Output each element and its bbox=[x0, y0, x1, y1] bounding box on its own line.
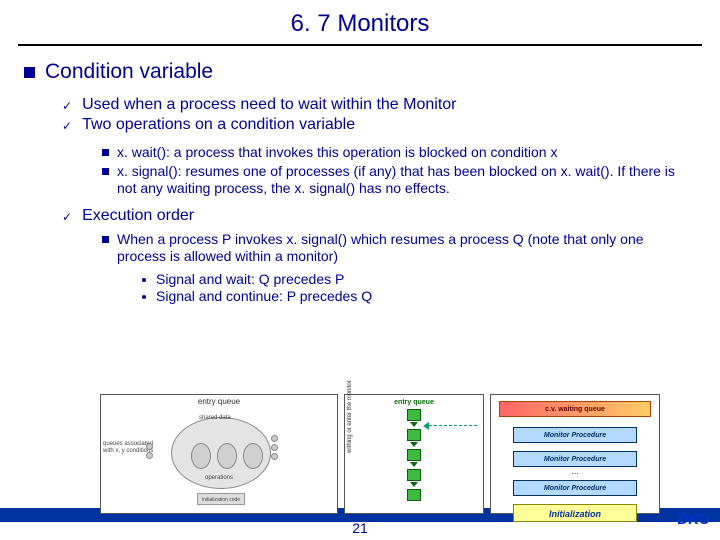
diagram-row: entry queue queues associated with x, y … bbox=[100, 394, 660, 514]
lvl4-text: Signal and wait: Q precedes P bbox=[156, 271, 344, 287]
lvl4-text: Signal and continue: P precedes Q bbox=[156, 288, 372, 304]
bullet-lvl4: Signal and wait: Q precedes P bbox=[142, 271, 696, 287]
lvl2-text: Two operations on a condition variable bbox=[82, 116, 355, 134]
lvl3-text: x. wait(): a process that invokes this o… bbox=[117, 144, 557, 162]
process-node-icon bbox=[407, 409, 421, 421]
process-node-icon bbox=[407, 489, 421, 501]
bullet-lvl3: When a process P invokes x. signal() whi… bbox=[102, 231, 696, 266]
operations-icon bbox=[191, 443, 263, 469]
monitor-concept-diagram: entry queue queues associated with x, y … bbox=[100, 394, 338, 514]
lvl2-text: Used when a process need to wait within … bbox=[82, 96, 456, 114]
lvl2-text: Execution order bbox=[82, 207, 194, 225]
footer-brand: DKU bbox=[678, 511, 711, 528]
monitor-structure-diagram: c.v. c.v. waiting queue Monitor Procedur… bbox=[490, 394, 660, 514]
dot-bullet-icon bbox=[142, 278, 146, 282]
down-arrow-icon bbox=[410, 422, 418, 427]
operations-label: operations bbox=[205, 475, 233, 481]
process-node-icon bbox=[407, 429, 421, 441]
entry-queue-title: entry queue bbox=[394, 399, 434, 406]
dashed-arrow-icon bbox=[429, 425, 477, 426]
page-number: 21 bbox=[352, 520, 368, 536]
condition-queue-icon bbox=[146, 443, 153, 461]
initialization-box: Initialization bbox=[513, 504, 637, 522]
bullet-lvl3: x. wait(): a process that invokes this o… bbox=[102, 144, 696, 162]
ellipsis-icon: ⋯ bbox=[513, 469, 637, 478]
down-arrow-icon bbox=[410, 482, 418, 487]
bullet-lvl4: Signal and continue: P precedes Q bbox=[142, 288, 696, 304]
square-bullet-icon bbox=[24, 67, 35, 78]
title-rule bbox=[18, 44, 702, 46]
entry-queue-label: entry queue bbox=[198, 397, 240, 406]
entry-queue-diagram: withing or enter the monitor entry queue bbox=[344, 394, 484, 514]
process-node-icon bbox=[407, 469, 421, 481]
check-bullet-icon: ✓ bbox=[62, 99, 72, 113]
bullet-lvl1: Condition variable bbox=[24, 60, 696, 84]
down-arrow-icon bbox=[410, 442, 418, 447]
small-square-bullet-icon bbox=[102, 236, 109, 243]
waiting-queue-strip: c.v. waiting queue bbox=[499, 401, 651, 417]
content-area: Condition variable ✓ Used when a process… bbox=[0, 60, 720, 304]
y-axis-label: withing or enter the monitor bbox=[347, 380, 353, 453]
small-square-bullet-icon bbox=[102, 149, 109, 156]
down-arrow-icon bbox=[410, 462, 418, 467]
check-bullet-icon: ✓ bbox=[62, 119, 72, 133]
lvl3-text: When a process P invokes x. signal() whi… bbox=[117, 231, 696, 266]
procedure-stack: Monitor Procedure Monitor Procedure ⋯ Mo… bbox=[513, 427, 637, 522]
bullet-lvl2: ✓ Execution order bbox=[62, 207, 696, 225]
monitor-procedure-box: Monitor Procedure bbox=[513, 427, 637, 443]
bullet-lvl2: ✓ Used when a process need to wait withi… bbox=[62, 96, 696, 114]
small-square-bullet-icon bbox=[102, 168, 109, 175]
process-node-icon bbox=[407, 449, 421, 461]
lvl1-text: Condition variable bbox=[45, 60, 213, 84]
slide-title: 6. 7 Monitors bbox=[0, 0, 720, 44]
monitor-procedure-box: Monitor Procedure bbox=[513, 451, 637, 467]
bullet-lvl3: x. signal(): resumes one of processes (i… bbox=[102, 163, 696, 198]
bullet-lvl2: ✓ Two operations on a condition variable bbox=[62, 116, 696, 134]
entry-queue-icon bbox=[271, 435, 278, 462]
shared-data-label: shared data bbox=[199, 415, 231, 421]
check-bullet-icon: ✓ bbox=[62, 210, 72, 224]
process-stack bbox=[407, 409, 421, 505]
monitor-procedure-box: Monitor Procedure bbox=[513, 480, 637, 496]
dot-bullet-icon bbox=[142, 295, 146, 299]
lvl3-text: x. signal(): resumes one of processes (i… bbox=[117, 163, 696, 198]
init-code-box: initialization code bbox=[197, 493, 245, 505]
